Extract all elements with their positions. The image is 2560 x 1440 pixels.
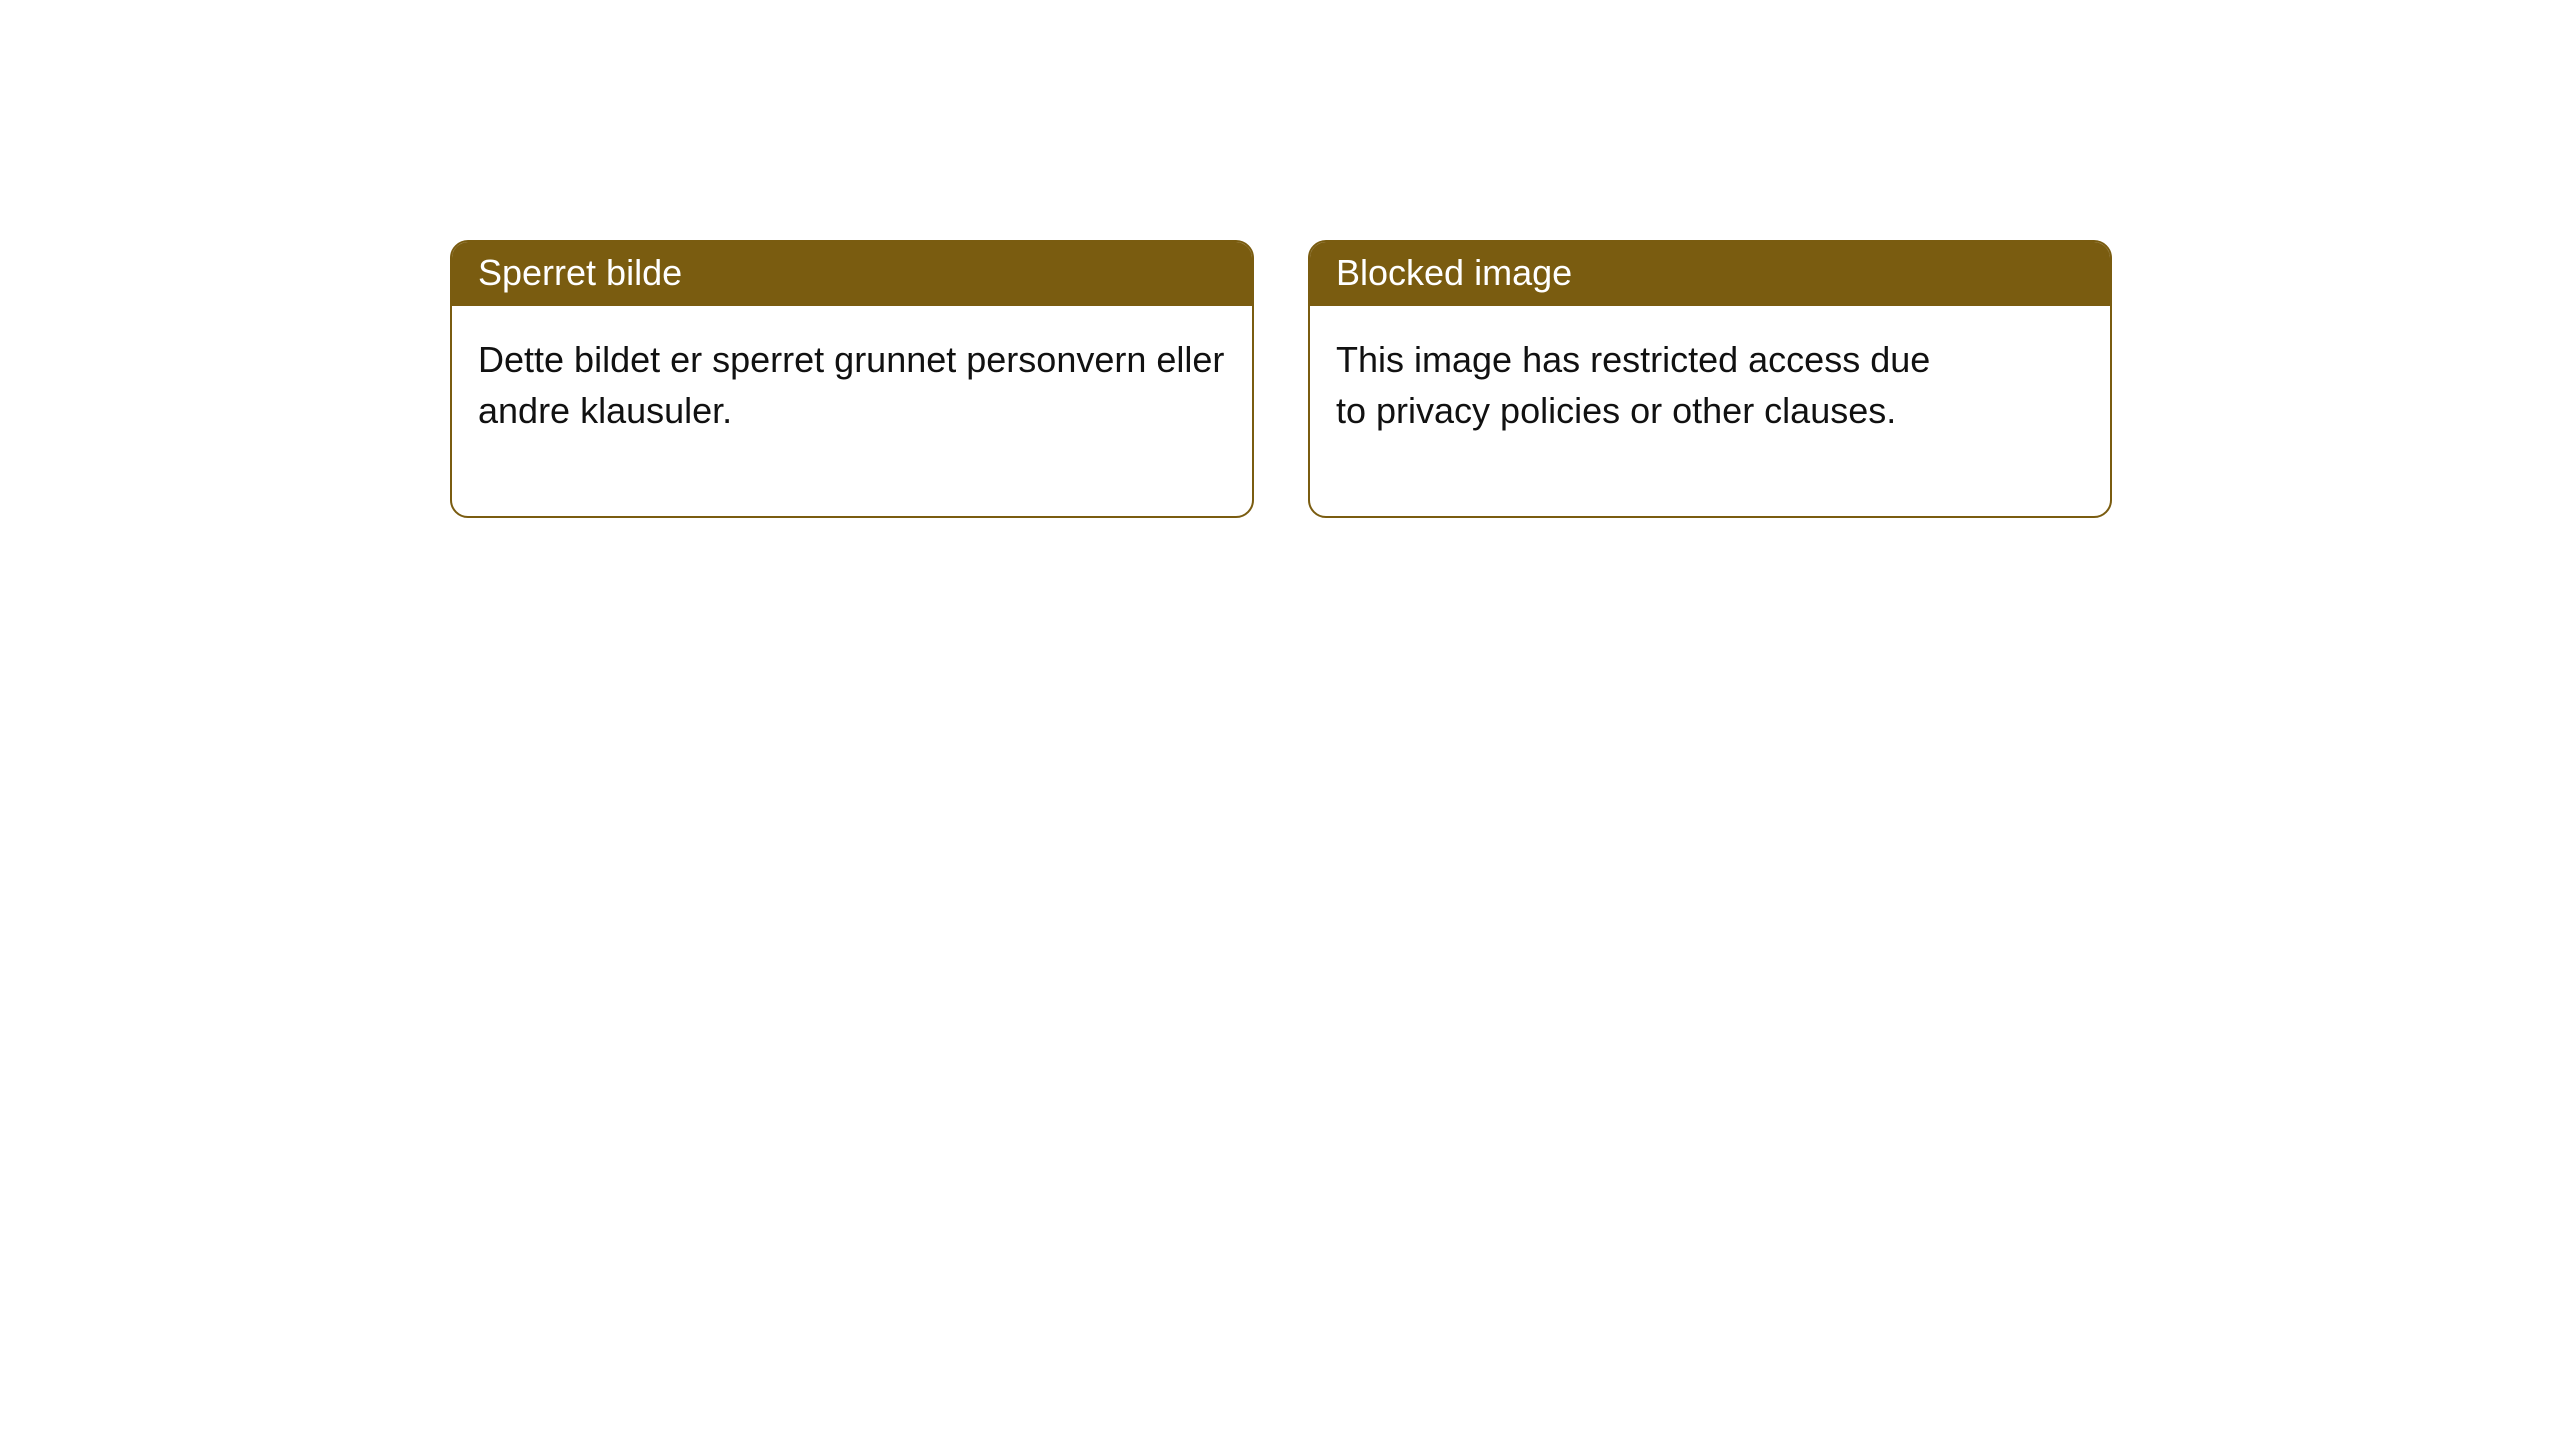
notice-body-english: This image has restricted access due to … bbox=[1310, 306, 1960, 516]
notice-header-english: Blocked image bbox=[1310, 242, 2110, 306]
notice-cards-container: Sperret bilde Dette bildet er sperret gr… bbox=[0, 0, 2560, 518]
notice-header-norwegian: Sperret bilde bbox=[452, 242, 1252, 306]
notice-body-norwegian: Dette bildet er sperret grunnet personve… bbox=[452, 306, 1252, 516]
notice-card-norwegian: Sperret bilde Dette bildet er sperret gr… bbox=[450, 240, 1254, 518]
notice-card-english: Blocked image This image has restricted … bbox=[1308, 240, 2112, 518]
